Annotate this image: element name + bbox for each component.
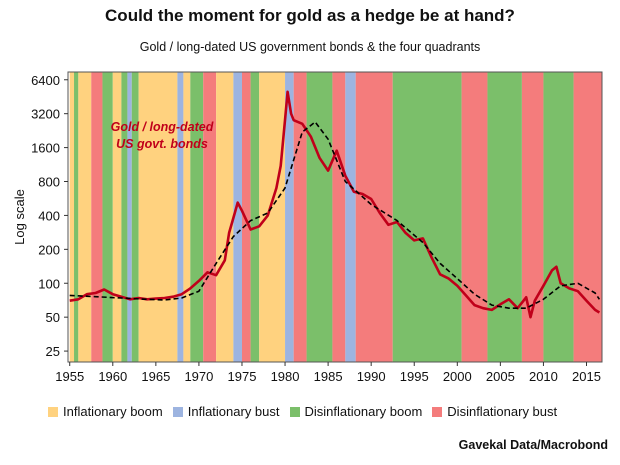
regime-band: [190, 72, 204, 362]
regime-band: [543, 72, 574, 362]
x-tick-label: 1965: [141, 369, 170, 384]
legend-item-disinflationary-boom: Disinflationary boom: [289, 404, 423, 419]
regime-band: [487, 72, 522, 362]
chart-title: Could the moment for gold as a hedge be …: [105, 6, 515, 25]
regime-band: [345, 72, 356, 362]
legend-item-inflationary-boom: Inflationary boom: [48, 404, 163, 419]
x-tick-label: 2010: [529, 369, 558, 384]
regime-band: [461, 72, 488, 362]
regime-band: [355, 72, 393, 362]
y-tick-label: 100: [38, 276, 60, 291]
y-tick-label: 25: [46, 344, 60, 359]
legend-item-inflationary-bust: Inflationary bust: [172, 404, 280, 419]
chart-subtitle: Gold / long-dated US government bonds & …: [139, 40, 481, 54]
chart-svg: 25 50 100 200 400 800 1600 3200 6400 1955 1960 1965…: [12, 71, 603, 384]
y-tick-label: 6400: [31, 73, 60, 88]
regime-band: [112, 72, 122, 362]
x-tick-label: 1970: [184, 369, 213, 384]
x-tick-label: 1990: [357, 369, 386, 384]
y-tick-label: 400: [38, 208, 60, 223]
legend-swatch: [48, 406, 58, 417]
series-annotation-line1: Gold / long-dated: [111, 120, 214, 134]
regime-band: [127, 72, 132, 362]
legend-item-disinflationary-bust: Disinflationary bust: [432, 404, 557, 419]
legend-label: Inflationary bust: [187, 404, 280, 419]
x-tick-label: 2005: [486, 369, 515, 384]
regime-band: [241, 72, 251, 362]
regime-band: [573, 72, 602, 362]
x-tick-label: 1980: [271, 369, 300, 384]
regime-band: [102, 72, 113, 362]
x-tick-label: 1975: [228, 369, 257, 384]
regime-band: [78, 72, 92, 362]
regime-band: [392, 72, 462, 362]
legend-swatch: [172, 406, 183, 417]
legend-swatch: [432, 406, 443, 417]
regime-band: [293, 72, 307, 362]
gold-bonds-ratio-line: [69, 90, 601, 319]
x-tick-label: 1960: [98, 369, 127, 384]
y-axis-label: Log scale: [12, 189, 27, 245]
regime-band: [131, 72, 139, 362]
regime-band: [177, 72, 184, 362]
x-tick-label: 1955: [55, 369, 84, 384]
x-tick-label: 2000: [443, 369, 472, 384]
legend-label: Inflationary boom: [63, 404, 163, 419]
regime-band: [306, 72, 333, 362]
regime-band: [183, 72, 191, 362]
regime-band: [69, 72, 75, 362]
source-note: Gavekal Data/Macrobond: [458, 438, 608, 452]
regime-band: [259, 72, 286, 362]
y-tick-label: 50: [46, 310, 60, 325]
regime-band: [121, 72, 128, 362]
regime-band: [250, 72, 260, 362]
x-tick-label: 1995: [400, 369, 429, 384]
regime-band: [521, 72, 544, 362]
y-tick-label: 800: [38, 175, 60, 190]
y-tick-label: 3200: [31, 107, 60, 122]
legend-label: Disinflationary bust: [447, 404, 558, 419]
regime-band: [285, 72, 294, 362]
regime-band: [91, 72, 103, 362]
y-tick-label: 200: [38, 242, 60, 257]
regime-band: [216, 72, 234, 362]
regime-band: [74, 72, 79, 362]
plot-frame: [67, 71, 603, 363]
x-tick-label: 1985: [314, 369, 343, 384]
legend-swatch: [289, 406, 300, 417]
trend-dashed-line: [69, 121, 601, 309]
series-annotation-line2: US govt. bonds: [116, 137, 208, 151]
regime-band: [203, 72, 217, 362]
regime-band: [332, 72, 346, 362]
y-tick-label: 1600: [31, 141, 60, 156]
legend: Inflationary boom Inflationary bust Disi…: [48, 404, 567, 419]
regime-band: [138, 72, 178, 362]
legend-label: Disinflationary boom: [304, 404, 423, 419]
x-tick-label: 2015: [572, 369, 601, 384]
regime-band: [233, 72, 242, 362]
